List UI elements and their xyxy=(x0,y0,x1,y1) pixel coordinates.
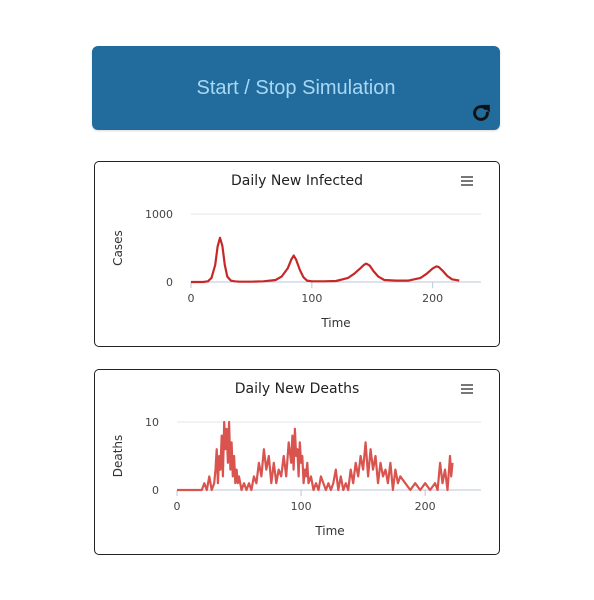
y-tick-label: 0 xyxy=(152,484,159,497)
refresh-icon[interactable] xyxy=(470,102,492,124)
series-line xyxy=(191,236,460,284)
y-tick-label: 10 xyxy=(145,416,159,429)
x-axis-title: Time xyxy=(320,316,350,330)
y-axis-title: Deaths xyxy=(111,435,125,478)
x-tick-label: 100 xyxy=(301,292,322,305)
y-tick-label: 0 xyxy=(166,276,173,289)
hamburger-menu-icon[interactable] xyxy=(457,381,477,397)
start-stop-simulation-label: Start / Stop Simulation xyxy=(196,77,396,99)
x-axis-title: Time xyxy=(314,524,344,538)
series-line xyxy=(177,420,454,492)
daily-new-deaths-chart-panel: Daily New Deaths 0 10 0 100 200 Deaths Time xyxy=(94,369,500,555)
x-tick-label: 200 xyxy=(415,500,436,513)
chart-title: Daily New Deaths xyxy=(235,381,360,397)
daily-new-infected-chart: Daily New Infected 0 1000 0 100 200 Cases Ti… xyxy=(111,173,481,330)
daily-new-infected-chart-panel: Daily New Infected 0 1000 0 100 200 Cases Ti… xyxy=(94,161,500,347)
hamburger-menu-icon[interactable] xyxy=(457,173,477,189)
y-tick-label: 1000 xyxy=(145,208,173,221)
x-tick-label: 100 xyxy=(291,500,312,513)
start-stop-simulation-button[interactable]: Start / Stop Simulation xyxy=(92,46,500,130)
x-tick-label: 0 xyxy=(188,292,195,305)
x-tick-label: 200 xyxy=(422,292,443,305)
x-tick-label: 0 xyxy=(174,500,181,513)
chart-title: Daily New Infected xyxy=(231,173,363,189)
y-axis-title: Cases xyxy=(111,230,125,266)
